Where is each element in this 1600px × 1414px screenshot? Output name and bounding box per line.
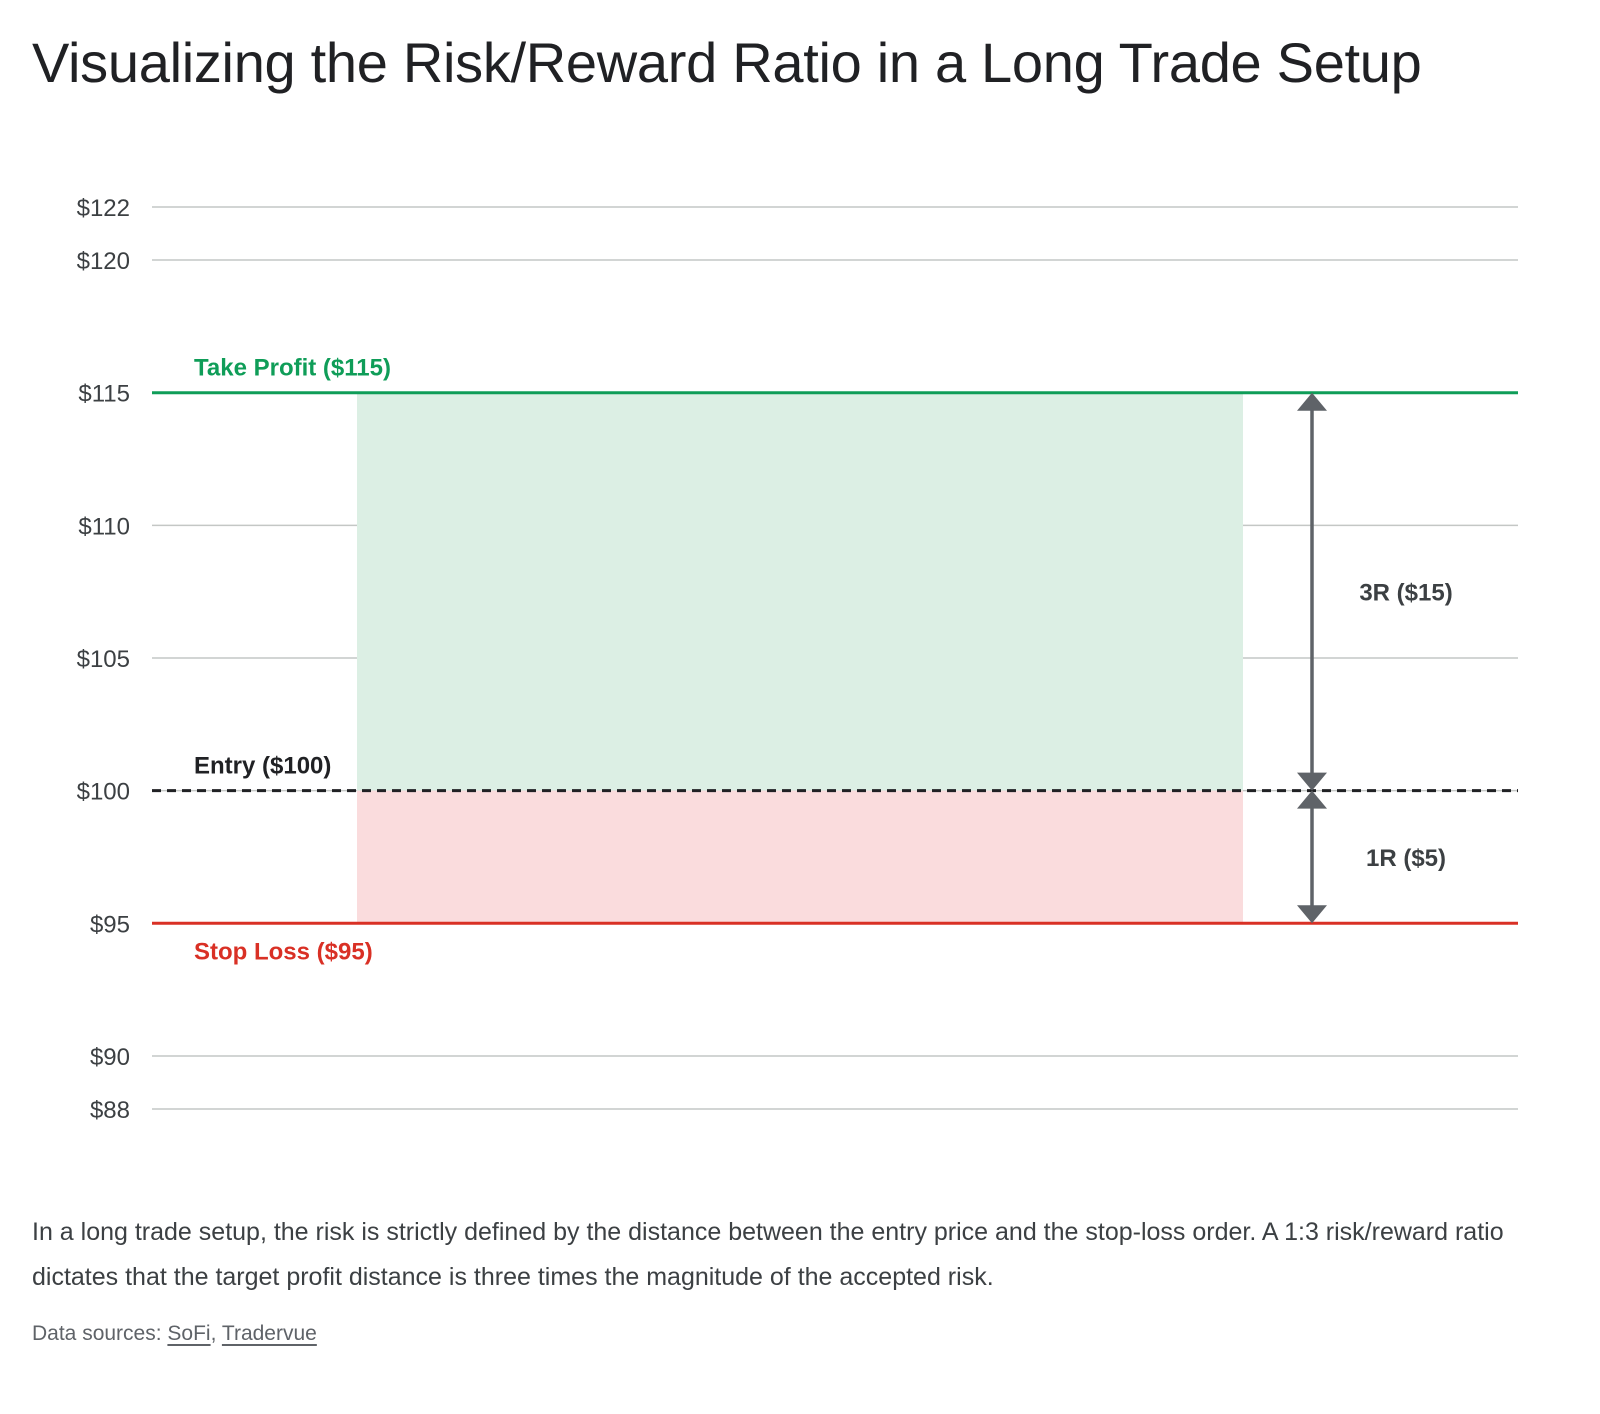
chart-title: Visualizing the Risk/Reward Ratio in a L… (32, 31, 1422, 94)
take-profit-label: Take Profit ($115) (194, 355, 391, 382)
source-separator: , (210, 1322, 217, 1345)
y-tick-label: $120 (77, 248, 130, 275)
y-tick-label: $100 (77, 779, 130, 806)
y-tick-label: $122 (77, 195, 130, 222)
risk-reward-chart: Take Profit ($115) Entry ($100) Stop Loss … (77, 195, 1518, 1124)
data-sources-label: Data sources: (32, 1322, 162, 1345)
price-levels: Take Profit ($115) Entry ($100) Stop Loss … (152, 355, 1518, 965)
y-tick-label: $105 (77, 646, 130, 673)
chart-caption: In a long trade setup, the risk is stric… (32, 1218, 1504, 1291)
y-tick-label: $88 (90, 1097, 130, 1124)
data-sources: Data sources: SoFi, Tradervue (32, 1322, 317, 1346)
y-tick-label: $110 (78, 513, 130, 540)
y-tick-label: $95 (90, 911, 130, 938)
risk-measure-arrowhead-bottom (1297, 905, 1327, 924)
reward-zone (357, 392, 1243, 791)
risk-measure-arrowhead-top (1297, 790, 1327, 809)
reward-measure-arrowhead-top (1297, 392, 1327, 411)
risk-zone (357, 790, 1243, 924)
source-link-sofi[interactable]: SoFi (167, 1322, 211, 1345)
source-link-tradervue[interactable]: Tradervue (221, 1322, 317, 1345)
zones (357, 392, 1243, 924)
y-axis-tick-labels: $122 $120 $115 $110 $105 $100 $95 $90 $88 (77, 195, 130, 1124)
reward-measure-label: 3R ($15) (1359, 580, 1452, 607)
risk-measure-label: 1R ($5) (1366, 845, 1446, 872)
y-tick-label: $115 (78, 381, 130, 408)
reward-measure-arrowhead-bottom (1297, 772, 1327, 791)
stop-loss-label: Stop Loss ($95) (194, 938, 373, 965)
entry-label: Entry ($100) (194, 753, 331, 780)
y-tick-label: $90 (90, 1044, 130, 1071)
ratio-measurements: 3R ($15) 1R ($5) (1297, 392, 1453, 924)
